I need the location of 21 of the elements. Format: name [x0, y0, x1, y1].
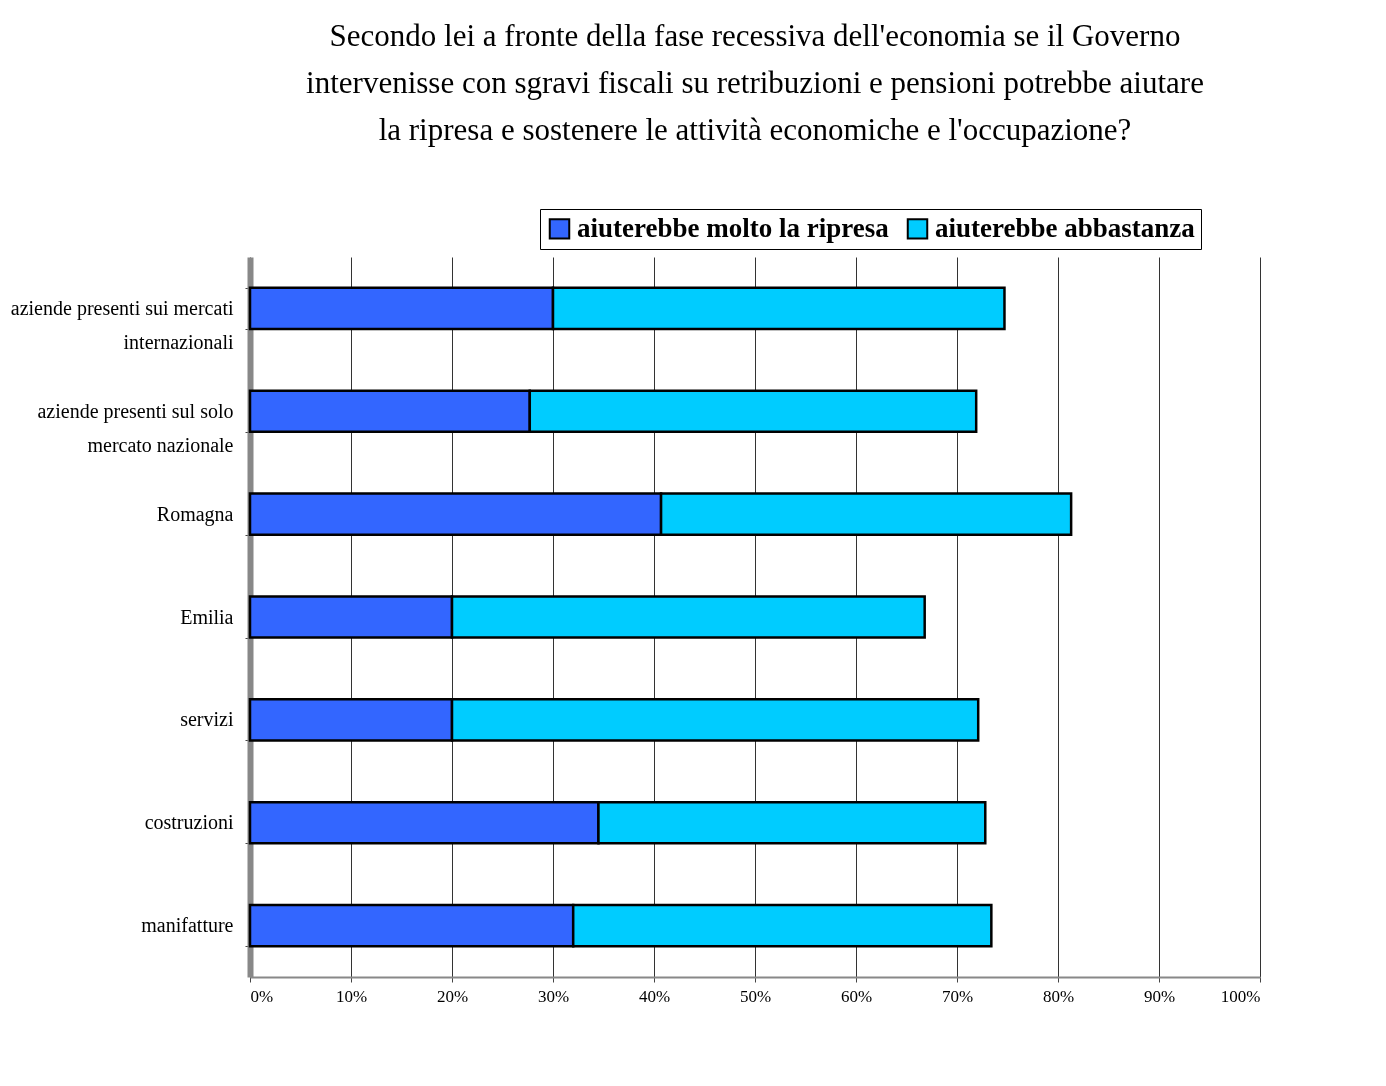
x-tick-label: 10% — [335, 986, 368, 1006]
x-tick-label: 80% — [1042, 986, 1075, 1006]
x-tick-label: 100% — [1220, 986, 1261, 1006]
legend-label: aiuterebbe molto la ripresa — [577, 212, 890, 243]
y-tick-label: Romagna — [156, 502, 234, 526]
y-tick-label: Emilia — [180, 605, 234, 628]
x-tick-label: 70% — [941, 986, 974, 1006]
y-tick-label: aziende presenti sui mercati internazionali — [10, 296, 234, 353]
x-tick-label: 30% — [537, 986, 570, 1006]
x-tick-label: 60% — [840, 986, 873, 1006]
y-tick-label: manifatture — [141, 914, 234, 937]
y-tick-label: costruzioni — [144, 811, 234, 834]
y-tick-label: aziende presenti sul solo mercato nazionale — [37, 399, 234, 456]
x-tick-label: 20% — [436, 986, 469, 1006]
x-tick-label: 50% — [739, 986, 772, 1006]
x-tick-label: 0% — [250, 986, 274, 1006]
y-tick-label: servizi — [180, 708, 234, 731]
x-tick-label: 90% — [1143, 986, 1176, 1006]
x-tick-label: 40% — [638, 986, 671, 1006]
chart-title: Secondo lei a fronte della fase recessiva dell'economia se il Governo intervenisse con sgravi fiscali su retribuzioni e pensioni potrebbe aiutare la ripresa e sostenere le attività economiche e l'occupazione? — [306, 17, 1204, 147]
legend-label: aiuterebbe abbastanza — [935, 212, 1196, 243]
